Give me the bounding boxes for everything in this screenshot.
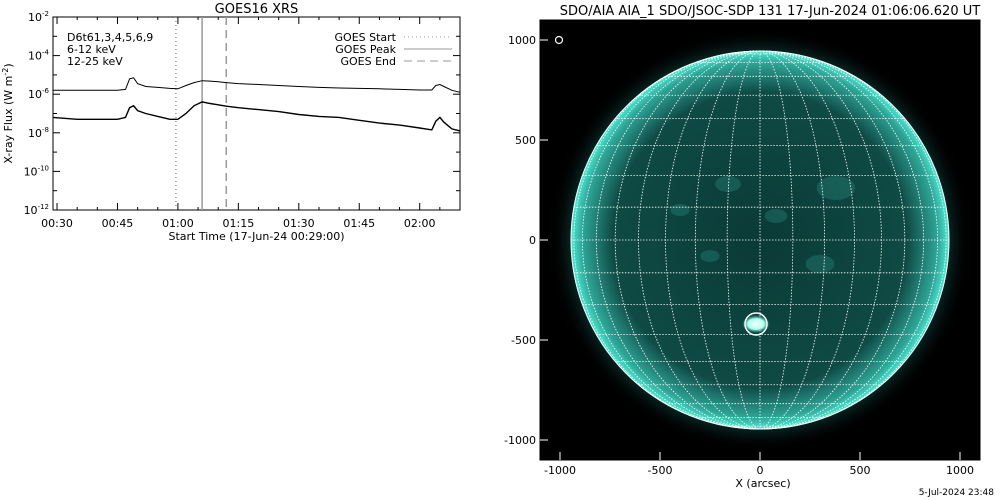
goes-x-tick-label: 00:45 (102, 217, 134, 230)
aia-x-tick-label: -500 (648, 464, 673, 477)
active-region (715, 176, 741, 192)
aia-x-axis-label: X (arcsec) (735, 477, 790, 490)
longitude-line (665, 50, 761, 430)
goes-x-axis-label: Start Time (17-Jun-24 00:29:00) (169, 230, 345, 243)
goes-y-tick-label: 10-6 (28, 87, 50, 101)
longitude-line (694, 50, 761, 430)
active-region (700, 250, 720, 262)
goes-y-tick-label: 10-4 (28, 49, 50, 63)
active-region (805, 255, 835, 273)
goes-legend-label: GOES End (340, 55, 396, 68)
longitude-line (573, 50, 761, 430)
aia-x-tick-label: -1000 (544, 464, 576, 477)
solar-limb (570, 50, 950, 430)
longitude-line (759, 50, 882, 430)
footer-timestamp: 5-Jul-2024 23:48 (918, 488, 994, 498)
longitude-line (581, 50, 761, 430)
aia-y-tick-label: 500 (515, 134, 536, 147)
aia-legend-marker (554, 35, 564, 45)
goes-legend-label: GOES Peak (335, 43, 396, 56)
aia-x-tick-label: 1000 (946, 464, 974, 477)
longitude-line (638, 50, 761, 430)
goes-y-tick-label: 10-10 (24, 164, 49, 178)
aia-y-tick-label: 1000 (508, 34, 536, 47)
aia-y-tick-label: 0 (529, 234, 536, 247)
goes-series-long (53, 77, 461, 93)
goes-channel-label: D6t61,3,4,5,6,9 (67, 31, 153, 44)
goes-channel-label: 6-12 keV (67, 43, 116, 56)
goes-y-tick-label: 10-2 (28, 10, 49, 24)
active-region (670, 204, 690, 216)
aia-title: SDO/AIA AIA_1 SDO/JSOC-SDP 131 17-Jun-20… (560, 4, 980, 19)
longitude-line (759, 50, 925, 430)
longitude-line (726, 50, 761, 430)
aia-y-tick-label: -500 (511, 334, 536, 347)
goes-title: GOES16 XRS (215, 2, 299, 17)
goes-y-tick-label: 10-8 (28, 126, 49, 140)
goes-x-tick-label: 01:00 (162, 217, 194, 230)
longitude-line (759, 50, 855, 430)
longitude-line (759, 50, 826, 430)
active-region (764, 209, 788, 223)
goes-x-tick-label: 02:00 (404, 217, 436, 230)
flare-brightening (742, 315, 770, 333)
goes-xrs-plot: GOES16 XRS 10-12 10-10 10-8 10-6 10-4 10-2 00:3… (1, 2, 461, 243)
goes-x-tick-label: 01:30 (283, 217, 315, 230)
heliographic-grid (571, 50, 949, 430)
longitude-line (759, 50, 794, 430)
goes-series-short (52, 101, 461, 132)
aia-x-tick-label: 0 (757, 464, 764, 477)
longitude-line (759, 50, 939, 430)
goes-x-tick-label: 01:45 (343, 217, 375, 230)
goes-x-tick-label: 00:30 (41, 217, 73, 230)
goes-y-axis-label: X-ray Flux (W m-2) (1, 63, 15, 163)
aia-image-plot: SDO/AIA AIA_1 SDO/JSOC-SDP 131 17-Jun-20… (504, 4, 981, 490)
aia-legend-label: AIA flare location (567, 34, 661, 47)
active-region (816, 176, 856, 200)
goes-x-tick-label: 01:15 (223, 217, 255, 230)
aia-y-tick-label: -1000 (504, 434, 536, 447)
aia-x-tick-label: 500 (850, 464, 871, 477)
longitude-line (759, 50, 947, 430)
flare-location-circle (744, 312, 768, 336)
goes-channel-label: 12-25 keV (67, 55, 123, 68)
aia-image-layer (548, 28, 972, 452)
goes-y-tick-label: 10-12 (24, 203, 49, 217)
longitude-line (595, 50, 761, 430)
goes-legend-label: GOES Start (335, 31, 397, 44)
